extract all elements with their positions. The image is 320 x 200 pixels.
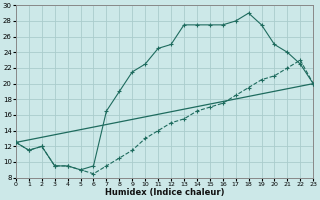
X-axis label: Humidex (Indice chaleur): Humidex (Indice chaleur): [105, 188, 224, 197]
